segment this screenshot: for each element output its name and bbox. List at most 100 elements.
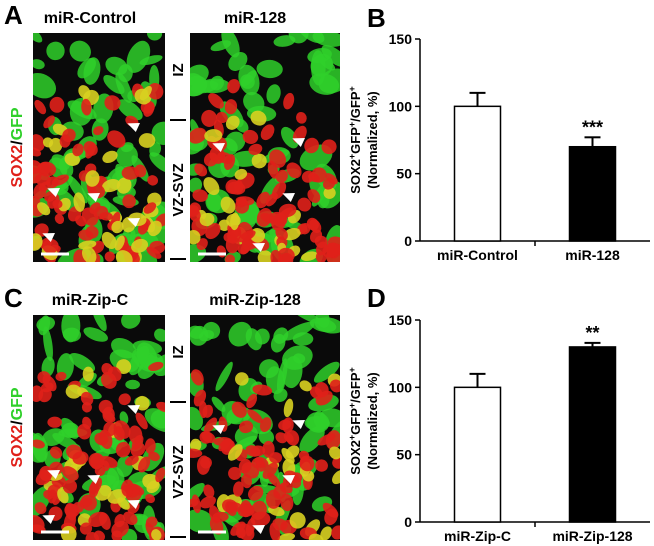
sox2-nucleus bbox=[315, 459, 328, 472]
gfp-cell bbox=[273, 388, 288, 402]
sox2-nucleus bbox=[283, 227, 301, 241]
sox2-nucleus bbox=[301, 170, 315, 183]
sox2-nucleus bbox=[247, 485, 264, 501]
sox2-nucleus bbox=[146, 246, 162, 259]
sox2-nucleus bbox=[143, 202, 157, 214]
sox2-nucleus bbox=[64, 152, 80, 166]
sox2-nucleus bbox=[283, 92, 295, 110]
sox2-nucleus bbox=[324, 508, 338, 526]
sox2-nucleus bbox=[309, 219, 322, 234]
y-tick-label: 50 bbox=[396, 447, 412, 463]
micrograph bbox=[190, 315, 340, 540]
gfp-cell bbox=[243, 91, 265, 113]
stain-label: SOX2/GFP bbox=[9, 107, 26, 187]
sox2-nucleus bbox=[66, 444, 83, 460]
sox2-nucleus bbox=[47, 489, 57, 504]
sox2-nucleus bbox=[85, 170, 100, 187]
y-axis-label-part: GFP bbox=[348, 408, 363, 435]
gfp-cell bbox=[270, 333, 286, 353]
gfp-cell bbox=[125, 379, 140, 390]
sox2-nucleus bbox=[300, 251, 318, 261]
micrograph-content bbox=[33, 315, 165, 540]
sox2-nucleus bbox=[122, 194, 136, 209]
arrowhead bbox=[127, 123, 140, 132]
sox2-nucleus bbox=[233, 481, 244, 497]
sox2-nucleus bbox=[238, 230, 256, 243]
y-tick-label: 50 bbox=[396, 166, 412, 182]
arrowhead bbox=[127, 218, 140, 227]
sox2-nucleus bbox=[297, 197, 312, 212]
sox2-nucleus bbox=[190, 438, 202, 452]
gfp-cell bbox=[282, 345, 313, 370]
gfp-cell bbox=[215, 361, 233, 392]
arrowhead bbox=[282, 475, 295, 484]
sox2-nucleus bbox=[148, 361, 164, 371]
sox2-nucleus bbox=[238, 458, 252, 474]
sox2-nucleus bbox=[33, 385, 44, 403]
sox2-nucleus bbox=[218, 438, 231, 452]
sox2-nucleus bbox=[138, 456, 151, 473]
y-axis-label-part: /GFP bbox=[348, 372, 363, 403]
gfp-cell bbox=[211, 396, 226, 413]
sox2-nucleus bbox=[227, 224, 242, 244]
arrowhead bbox=[292, 138, 305, 147]
gfp-cell bbox=[321, 45, 340, 68]
sox2-nucleus bbox=[93, 126, 104, 136]
sox2-nucleus bbox=[203, 152, 219, 167]
gfp-cell bbox=[33, 33, 43, 43]
sox2-nucleus bbox=[115, 250, 133, 262]
sox2-nucleus bbox=[204, 129, 223, 143]
sox2-nucleus bbox=[224, 254, 236, 262]
x-tick-label: miR-Zip-128 bbox=[552, 528, 632, 544]
sox2-nucleus bbox=[234, 372, 249, 386]
y-axis-label: SOX2+GFP+/GFP+ bbox=[347, 367, 363, 475]
stain-label: SOX2/GFP bbox=[9, 387, 26, 467]
sox2-nucleus bbox=[307, 189, 321, 203]
gfp-cell bbox=[282, 321, 315, 341]
sox2-nucleus bbox=[33, 233, 43, 251]
y-tick-label: 150 bbox=[389, 312, 413, 328]
y-axis-label-part: + bbox=[347, 122, 357, 127]
sox2-nucleus bbox=[33, 515, 45, 532]
x-tick-label: miR-128 bbox=[565, 247, 620, 263]
y-tick-label: 100 bbox=[389, 98, 413, 114]
sox2-nucleus bbox=[199, 212, 215, 227]
sox2-nucleus bbox=[190, 127, 207, 144]
gfp-cell bbox=[228, 321, 253, 347]
sox2-nucleus bbox=[225, 179, 241, 195]
sox2-nucleus bbox=[280, 493, 294, 512]
sox2-nucleus bbox=[262, 462, 278, 479]
sox2-nucleus bbox=[328, 446, 340, 460]
zone-label: VZ-SVZ bbox=[170, 163, 187, 216]
sox2-nucleus bbox=[104, 251, 115, 262]
sox2-nucleus bbox=[224, 154, 236, 171]
column-label: miR-Control bbox=[44, 10, 136, 27]
gfp-cell bbox=[151, 121, 165, 145]
sox2-nucleus bbox=[265, 192, 278, 207]
sox2-nucleus bbox=[205, 222, 221, 240]
sox2-nucleus bbox=[256, 191, 270, 209]
sox2-nucleus bbox=[237, 243, 250, 255]
sox2-nucleus bbox=[75, 215, 87, 227]
sox2-nucleus bbox=[267, 472, 281, 487]
sox2-nucleus bbox=[304, 137, 319, 154]
column-label: miR-Zip-C bbox=[52, 292, 129, 309]
sox2-nucleus bbox=[200, 456, 212, 469]
sox2-nucleus bbox=[123, 511, 138, 525]
gfp-cell bbox=[111, 337, 137, 359]
sox2-nucleus bbox=[148, 451, 160, 462]
gfp-cell bbox=[288, 33, 309, 44]
sox2-nucleus bbox=[145, 494, 156, 504]
sox2-nucleus bbox=[37, 202, 51, 216]
sox2-nucleus bbox=[143, 102, 155, 117]
sox2-nucleus bbox=[93, 205, 109, 220]
sox2-nucleus bbox=[34, 502, 47, 515]
y-tick-label: 0 bbox=[404, 233, 412, 249]
column-label: miR-Zip-128 bbox=[209, 292, 301, 309]
sox2-nucleus bbox=[201, 431, 216, 444]
gfp-cell bbox=[126, 40, 151, 73]
sox2-nucleus bbox=[246, 393, 258, 409]
sox2-nucleus bbox=[216, 111, 228, 124]
sox2-nucleus bbox=[114, 235, 125, 251]
sox2-nucleus bbox=[270, 249, 284, 262]
